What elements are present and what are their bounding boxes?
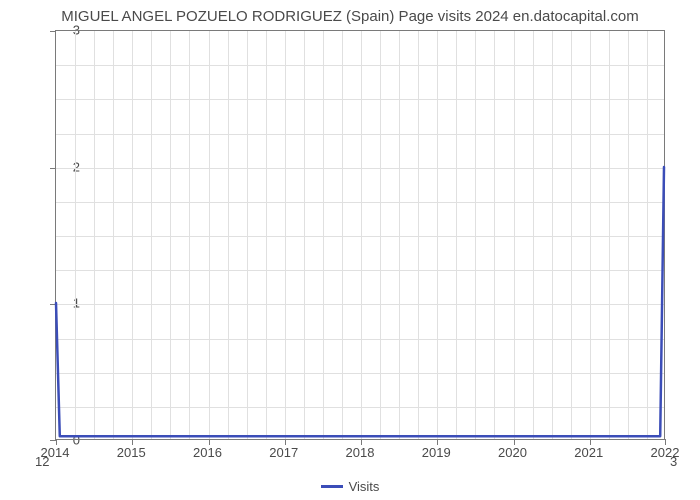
x-axis-label: 2017 bbox=[269, 445, 298, 460]
x-axis-label: 2019 bbox=[422, 445, 451, 460]
plot-area bbox=[55, 30, 665, 440]
secondary-axis-label-right: 3 bbox=[670, 454, 677, 469]
legend: Visits bbox=[0, 478, 700, 494]
legend-swatch bbox=[321, 485, 343, 488]
x-tick bbox=[361, 439, 362, 445]
x-tick bbox=[209, 439, 210, 445]
x-axis-label: 2020 bbox=[498, 445, 527, 460]
x-tick bbox=[665, 439, 666, 445]
chart-container: MIGUEL ANGEL POZUELO RODRIGUEZ (Spain) P… bbox=[0, 0, 700, 500]
x-axis-label: 2015 bbox=[117, 445, 146, 460]
x-axis-label: 2016 bbox=[193, 445, 222, 460]
legend-label: Visits bbox=[349, 479, 380, 494]
x-axis-label: 2018 bbox=[346, 445, 375, 460]
x-tick bbox=[285, 439, 286, 445]
x-tick bbox=[590, 439, 591, 445]
x-tick bbox=[437, 439, 438, 445]
series-line bbox=[56, 31, 664, 439]
secondary-axis-label-left: 12 bbox=[35, 454, 49, 469]
x-axis-label: 2021 bbox=[574, 445, 603, 460]
x-tick bbox=[514, 439, 515, 445]
x-tick bbox=[132, 439, 133, 445]
chart-title: MIGUEL ANGEL POZUELO RODRIGUEZ (Spain) P… bbox=[0, 8, 700, 25]
x-tick bbox=[56, 439, 57, 445]
